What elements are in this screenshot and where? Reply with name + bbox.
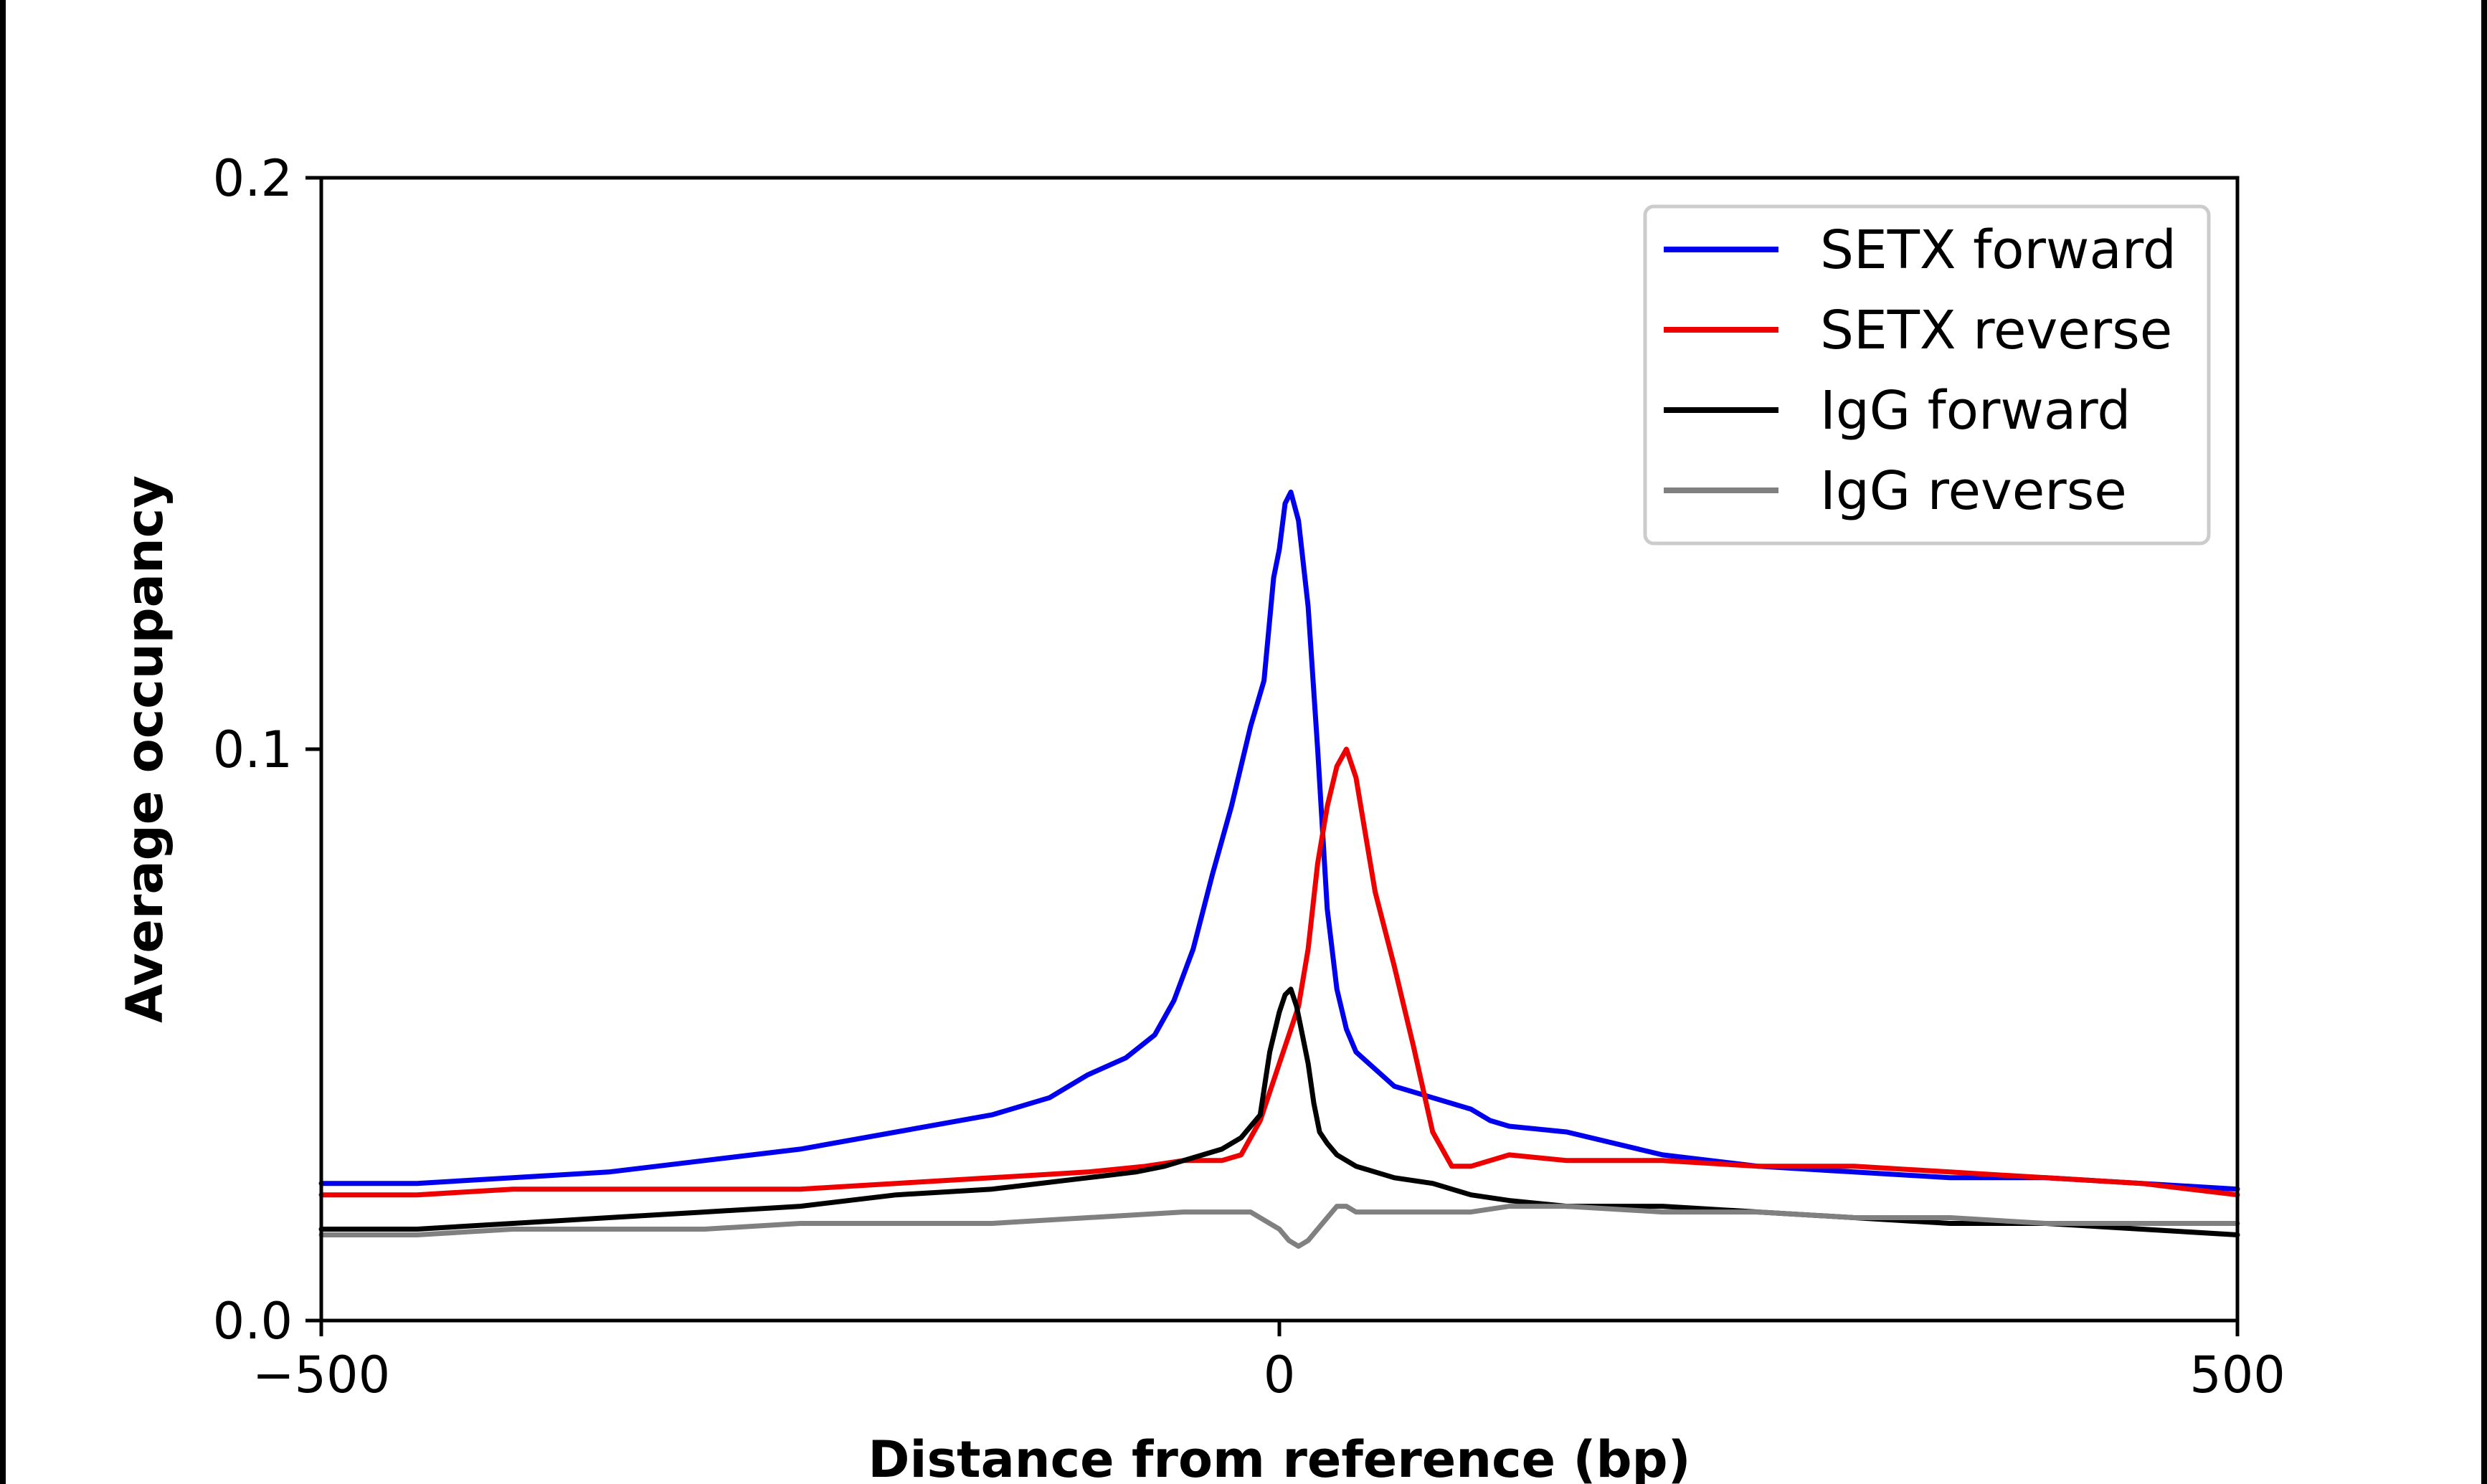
legend: SETX forward SETX reverse IgG forward IgG r… [1643, 204, 2211, 546]
legend-label-igg-reverse: IgG reverse [1820, 460, 2127, 522]
legend-box [1643, 204, 2211, 546]
legend-items: SETX forward SETX reverse IgG forward IgG r… [1664, 219, 2176, 522]
series-line-igg-reverse [318, 1204, 2240, 1249]
series-line-setx-forward [318, 489, 2240, 1192]
legend-label-setx-forward: SETX forward [1820, 219, 2176, 281]
y-tick-label: 0.1 [213, 720, 293, 779]
series-line-setx-reverse [318, 746, 2240, 1198]
series-line-igg-forward [318, 986, 2240, 1237]
x-axis-label: Distance from reference (bp) [868, 1430, 1690, 1484]
line-chart: −500 0 500 0.0 0.1 0.2 Distance from referenc… [115, 149, 2285, 1484]
x-tick-label: 500 [2189, 1346, 2285, 1404]
y-tick-label: 0.0 [213, 1292, 293, 1351]
x-tick-label: 0 [1264, 1346, 1296, 1404]
y-axis-label: Average occupancy [115, 475, 174, 1023]
y-tick-label: 0.2 [213, 149, 293, 208]
legend-label-igg-forward: IgG forward [1820, 380, 2131, 442]
x-tick-label: −500 [252, 1346, 390, 1404]
ticks-layer: −500 0 500 0.0 0.1 0.2 [213, 149, 2285, 1404]
legend-label-setx-reverse: SETX reverse [1820, 300, 2172, 361]
series-layer [318, 489, 2240, 1249]
